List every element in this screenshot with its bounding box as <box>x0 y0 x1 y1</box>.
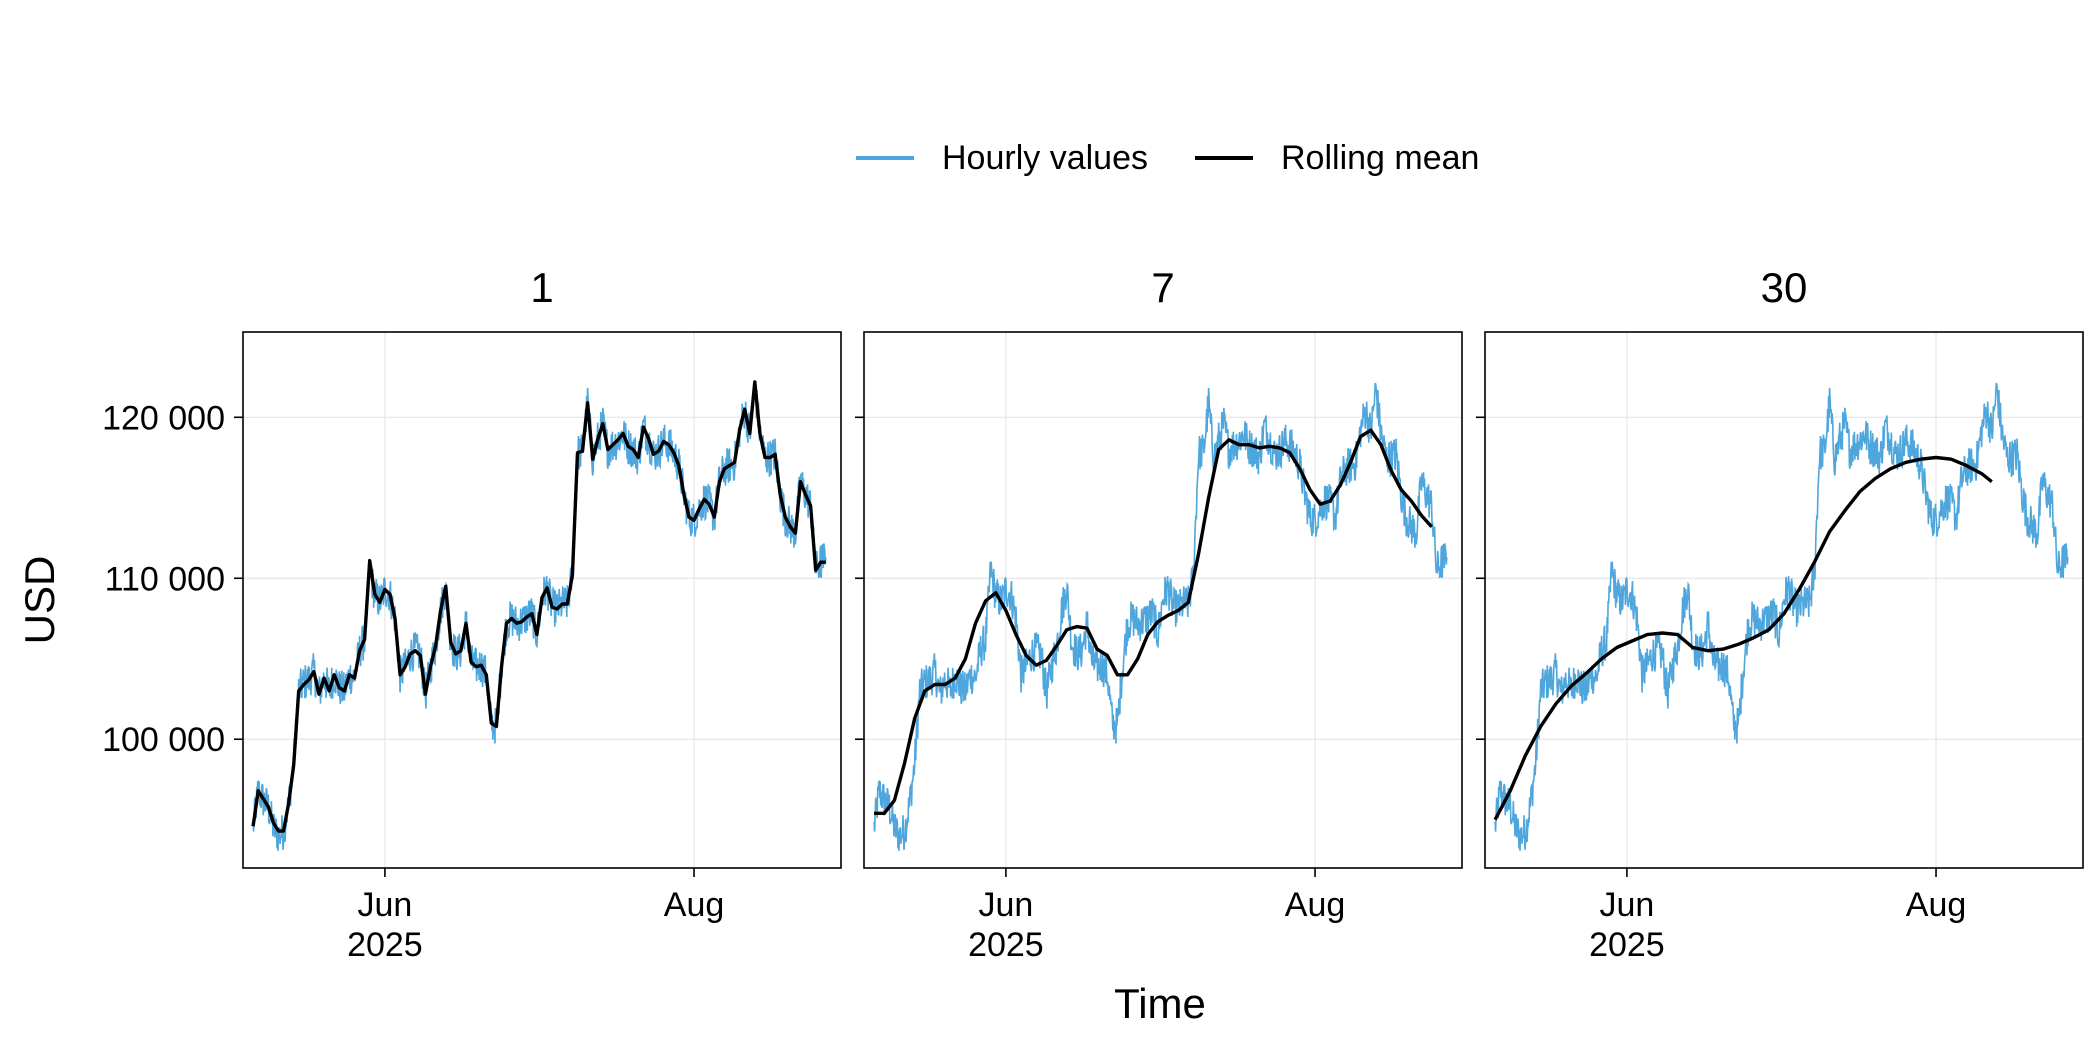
x-tick-sublabel: 2025 <box>1589 926 1665 964</box>
y-tick-label: 110 000 <box>105 560 225 598</box>
panel-frame <box>242 331 842 869</box>
x-tick-label: Jun <box>978 886 1033 924</box>
panel-frame <box>1484 331 2084 869</box>
series-rolling-mean <box>1493 455 1993 821</box>
panel-title: 30 <box>1761 264 1808 311</box>
x-tick-label: Aug <box>664 886 725 924</box>
y-tick-label: 120 000 <box>102 399 225 437</box>
panel-title: 7 <box>1151 264 1174 311</box>
x-tick-sublabel: 2025 <box>968 926 1044 964</box>
panel-frame <box>863 331 1463 869</box>
x-tick-label: Jun <box>357 886 412 924</box>
legend: Hourly values Rolling mean <box>856 139 1479 177</box>
y-axis-title: USD <box>16 556 63 645</box>
series-rolling-mean <box>251 380 826 833</box>
series-hourly-values <box>873 382 1448 851</box>
series-rolling-mean <box>874 428 1433 815</box>
x-tick-sublabel: 2025 <box>347 926 423 964</box>
x-tick-label: Jun <box>1599 886 1654 924</box>
x-axis-title: Time <box>1114 980 1206 1027</box>
legend-label-hourly-values: Hourly values <box>942 139 1148 177</box>
x-tick-label: Aug <box>1906 886 1967 924</box>
x-tick-label: Aug <box>1285 886 1346 924</box>
legend-label-rolling-mean: Rolling mean <box>1281 139 1479 177</box>
y-tick-label: 100 000 <box>102 721 225 759</box>
panel-title: 1 <box>530 264 553 311</box>
